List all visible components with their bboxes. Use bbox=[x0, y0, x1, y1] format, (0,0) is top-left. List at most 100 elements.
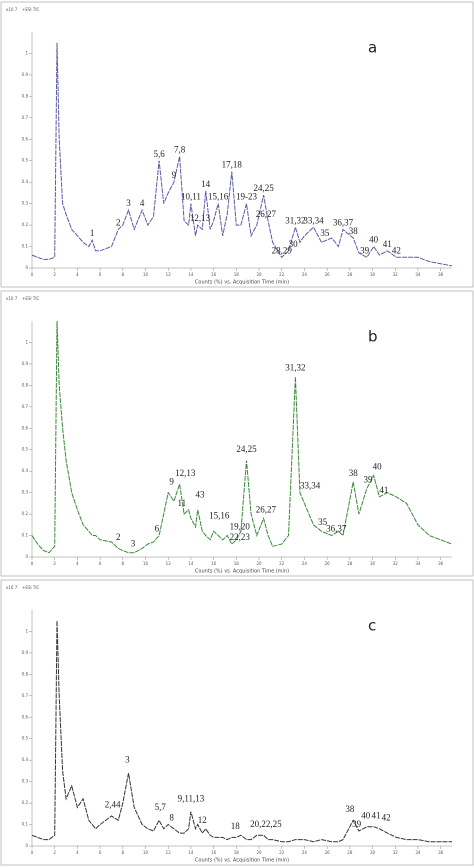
x-axis-title: Counts (%) vs. Acquisition Time (min) bbox=[195, 858, 289, 864]
peak-label: 7,8 bbox=[174, 144, 186, 154]
y-tick-label: 0.5 bbox=[22, 158, 29, 163]
x-tick-label: 26 bbox=[325, 272, 331, 277]
peak-label: 41 bbox=[371, 810, 380, 820]
peak-label: 12,13 bbox=[190, 213, 211, 223]
peak-label: 39 bbox=[360, 245, 370, 255]
peak-label: 35 bbox=[318, 517, 328, 527]
x-tick-label: 36 bbox=[438, 850, 444, 855]
panel-frame bbox=[0, 290, 474, 577]
peak-label: 2 bbox=[116, 217, 121, 227]
x-tick-label: 8 bbox=[122, 272, 125, 277]
peak-label: 42 bbox=[382, 813, 391, 823]
x-tick-label: 10 bbox=[143, 850, 149, 855]
y-tick-label: 0 bbox=[25, 554, 28, 559]
x-tick-label: 6 bbox=[99, 272, 102, 277]
peak-label: 3 bbox=[131, 539, 136, 549]
peak-label: 19-23 bbox=[236, 192, 257, 202]
peak-label: 30 bbox=[289, 239, 299, 249]
y-tick-label: 1 bbox=[25, 339, 28, 344]
peak-label: 15,16 bbox=[208, 192, 229, 202]
peak-label: 17,18 bbox=[222, 160, 243, 170]
peak-label: 42 bbox=[392, 245, 401, 255]
x-tick-label: 18 bbox=[234, 272, 240, 277]
peak-label: 38 bbox=[345, 804, 355, 814]
y-unit: x10 7 bbox=[6, 585, 18, 590]
x-tick-label: 4 bbox=[76, 850, 79, 855]
peak-label: 4 bbox=[140, 198, 145, 208]
x-tick-label: 34 bbox=[415, 272, 421, 277]
x-tick-label: 22 bbox=[279, 272, 285, 277]
x-tick-label: 2 bbox=[53, 272, 56, 277]
x-axis-title: Counts (%) vs. Acquisition Time (min) bbox=[195, 280, 289, 286]
peak-label: 33,34 bbox=[300, 481, 321, 491]
x-tick-label: 8 bbox=[122, 850, 125, 855]
y-tick-label: 1 bbox=[25, 628, 28, 633]
peak-label: 39 bbox=[364, 474, 374, 484]
trace-label: +ESI TIC bbox=[22, 7, 39, 12]
x-tick-label: 0 bbox=[31, 272, 34, 277]
peak-label: 8 bbox=[169, 813, 174, 823]
peak-label: 40 bbox=[369, 235, 379, 245]
x-tick-label: 2 bbox=[53, 561, 56, 566]
peak-label: 36,37 bbox=[333, 217, 354, 227]
peak-label: 6 bbox=[155, 524, 160, 534]
peak-label: 5,6 bbox=[154, 149, 166, 159]
x-tick-label: 28 bbox=[347, 272, 353, 277]
trace bbox=[31, 42, 453, 267]
peak-label: 9 bbox=[169, 476, 174, 486]
x-tick-label: 6 bbox=[99, 850, 102, 855]
x-tick-label: 18 bbox=[234, 561, 240, 566]
peak-label: 40 bbox=[373, 461, 383, 471]
y-tick-label: 0.8 bbox=[22, 93, 29, 98]
trace bbox=[31, 320, 453, 554]
panel-frame bbox=[0, 1, 474, 288]
peak-label: 10,11 bbox=[181, 192, 201, 202]
y-tick-label: 0 bbox=[25, 843, 28, 848]
y-tick-label: 0.7 bbox=[22, 404, 29, 409]
x-tick-label: 32 bbox=[393, 850, 399, 855]
y-tick-label: 0.2 bbox=[22, 511, 29, 516]
peak-label: 2,44 bbox=[105, 800, 121, 810]
peak-label: 18 bbox=[231, 821, 241, 831]
y-tick-label: 0.6 bbox=[22, 714, 29, 719]
y-tick-label: 0.1 bbox=[22, 533, 29, 538]
x-tick-label: 34 bbox=[415, 561, 421, 566]
trace-label: +ESI TIC bbox=[22, 296, 39, 301]
x-tick-label: 2 bbox=[53, 850, 56, 855]
panel-frame bbox=[0, 579, 474, 866]
x-tick-label: 26 bbox=[325, 850, 331, 855]
peak-label: 12 bbox=[198, 815, 207, 825]
x-tick-label: 12 bbox=[166, 272, 172, 277]
y-unit: x10 7 bbox=[6, 296, 18, 301]
peak-label: 19,20 bbox=[230, 521, 251, 531]
x-tick-label: 28 bbox=[347, 850, 353, 855]
peak-label: 12,13 bbox=[175, 468, 196, 478]
peak-label: 2 bbox=[116, 532, 121, 542]
trace-label: +ESI TIC bbox=[22, 585, 39, 590]
peak-label: 43 bbox=[196, 489, 206, 499]
x-tick-label: 10 bbox=[143, 561, 149, 566]
peak-label: 41 bbox=[383, 239, 392, 249]
peak-label: 20,22,25 bbox=[250, 819, 282, 829]
x-tick-label: 4 bbox=[76, 561, 79, 566]
peak-label: 3 bbox=[126, 198, 131, 208]
x-tick-label: 18 bbox=[234, 850, 240, 855]
x-tick-label: 4 bbox=[76, 272, 79, 277]
x-axis-title: Counts (%) vs. Acquisition Time (min) bbox=[195, 569, 289, 575]
peak-label: 38 bbox=[349, 468, 359, 478]
y-tick-label: 0.1 bbox=[22, 244, 29, 249]
peak-label: 3 bbox=[125, 755, 130, 765]
x-tick-label: 6 bbox=[99, 561, 102, 566]
peak-label: 9 bbox=[172, 170, 177, 180]
y-tick-label: 0.9 bbox=[22, 361, 29, 366]
trace bbox=[31, 620, 452, 843]
peak-label: 24,25 bbox=[253, 183, 274, 193]
peak-label: 22,23 bbox=[230, 532, 251, 542]
peak-label: 31,32 bbox=[285, 215, 305, 225]
peak-label: 11 bbox=[178, 498, 187, 508]
y-tick-label: 0.9 bbox=[22, 650, 29, 655]
x-tick-label: 16 bbox=[211, 850, 217, 855]
x-tick-label: 36 bbox=[438, 561, 444, 566]
x-tick-label: 0 bbox=[31, 561, 34, 566]
